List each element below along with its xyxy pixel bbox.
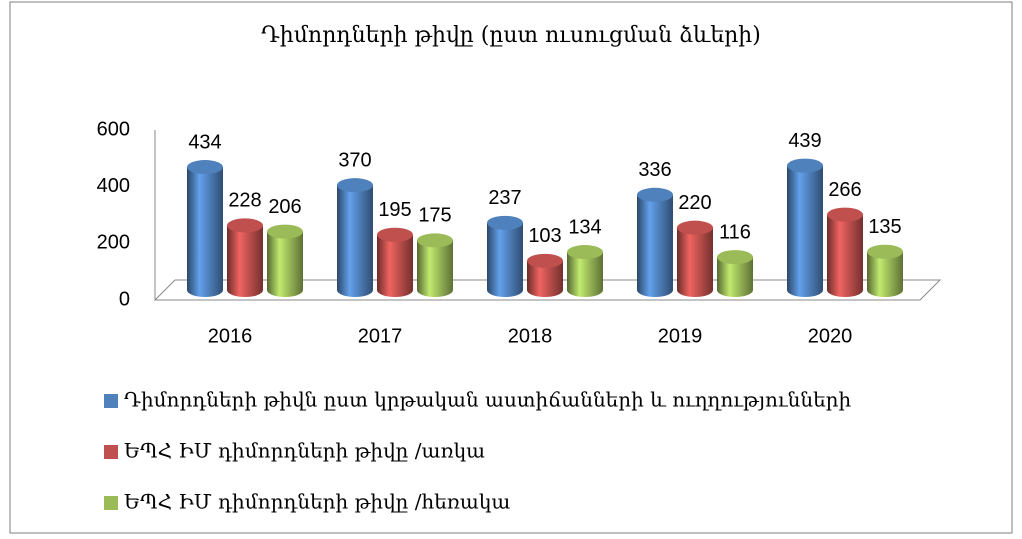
bar-top [717,250,753,265]
bar-top [527,253,563,268]
legend-swatch [104,445,118,459]
value-label: 266 [828,179,861,201]
y-tick-label: 200 [97,232,130,254]
value-label: 206 [268,196,301,218]
x-tick-label: 2017 [358,325,403,347]
legend-label: ԵՊՀ ԻՄ դիմորդների թիվը /առկա [124,439,485,463]
bar [677,220,713,297]
bar-top [267,224,303,239]
bar-body [677,227,713,290]
bar-top [417,233,453,248]
bar-body [637,194,673,290]
bar [527,253,563,297]
x-tick-label: 2020 [808,325,853,347]
legend-label: Դիմորդների թիվն ըստ կրթական աստիճանների … [124,388,852,412]
bar [867,244,903,297]
value-label: 434 [188,131,221,153]
y-tick-label: 0 [119,288,130,310]
value-label: 228 [228,190,261,212]
bar-top [567,245,603,260]
bar-top [377,227,413,242]
bar-top [637,187,673,202]
y-tick-label: 600 [97,118,130,140]
value-label: 175 [418,205,451,227]
bar-body [267,231,303,290]
value-label: 220 [678,192,711,214]
value-label: 195 [378,199,411,221]
bar-top [487,215,523,230]
bar-top [227,218,263,233]
value-label: 135 [868,216,901,238]
bar-top [787,158,823,173]
bar [487,215,523,297]
value-label: 439 [788,130,821,152]
bar-top [827,207,863,222]
bar [377,227,413,297]
bar-body [487,222,523,290]
bar [337,178,373,297]
bar-top [187,160,223,175]
bar [417,233,453,297]
bar [187,160,223,297]
legend-swatch [104,394,118,408]
bar-body [227,225,263,290]
bar-top [867,244,903,259]
bar [827,207,863,297]
x-tick-label: 2019 [658,325,703,347]
bar-body [417,240,453,290]
bar [787,158,823,297]
legend-swatch [104,496,118,510]
value-label: 336 [638,159,671,181]
value-label: 103 [528,225,561,247]
bar [567,245,603,297]
y-tick-label: 400 [97,175,130,197]
bar-top [677,220,713,235]
bar [227,218,263,297]
x-tick-label: 2018 [508,325,553,347]
chart-title: Դիմորդների թիվը (ըստ ուսուցման ձևերի) [261,23,761,48]
bar [267,224,303,297]
bar-top [337,178,373,193]
bar-body [377,234,413,290]
legend-label: ԵՊՀ ԻՄ դիմորդների թիվը /հեռակա [124,490,510,514]
value-label: 370 [338,149,371,171]
bar-body [787,165,823,290]
bar [717,250,753,297]
bar-body [187,167,223,290]
value-label: 237 [488,187,521,209]
bar [637,187,673,297]
value-label: 116 [719,221,751,243]
bar-body [827,214,863,290]
value-label: 134 [568,216,601,238]
bar-body [337,185,373,290]
x-tick-label: 2016 [208,325,253,347]
